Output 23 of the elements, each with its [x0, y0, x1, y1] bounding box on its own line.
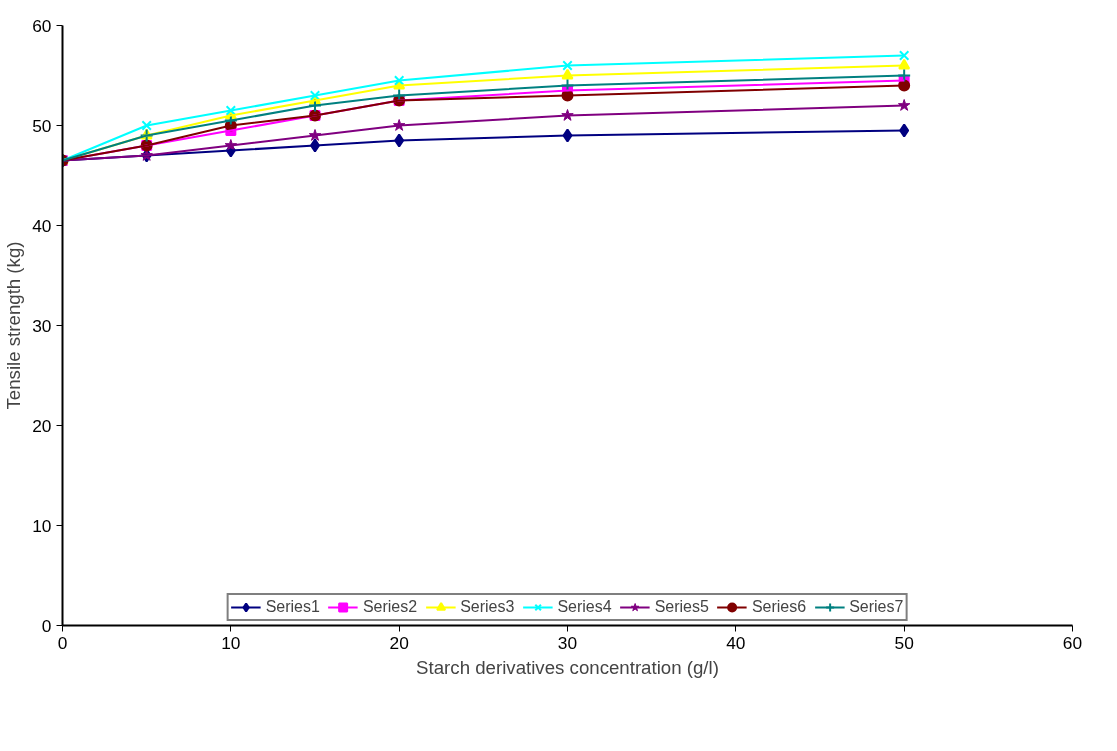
x-tick-label: 30 — [557, 632, 578, 653]
y-tick-label: 10 — [32, 515, 52, 536]
x-axis-title: Starch derivatives concentration (g/l) — [416, 656, 719, 678]
legend-label: Series4 — [557, 598, 612, 616]
x-tick-label: 10 — [221, 632, 241, 653]
x-tick-label: 60 — [1062, 632, 1083, 653]
y-tick-label: 40 — [32, 215, 52, 236]
legend-label: Series7 — [849, 598, 904, 616]
legend-label: Series3 — [460, 598, 515, 616]
y-tick-label: 50 — [32, 115, 52, 136]
y-tick-label: 60 — [32, 15, 52, 36]
x-tick-label: 40 — [726, 632, 746, 653]
y-axis-title: Tensile strength (kg) — [3, 241, 25, 410]
x-tick-label: 20 — [389, 632, 409, 653]
x-tick-label: 50 — [894, 632, 914, 653]
legend-label: Series6 — [751, 598, 807, 616]
y-tick-label: 20 — [32, 415, 52, 436]
y-tick-label: 0 — [41, 615, 52, 636]
legend-label: Series2 — [362, 598, 418, 616]
legend-label: Series1 — [265, 598, 320, 616]
y-tick-label: 30 — [32, 315, 52, 336]
legend-label: Series5 — [654, 598, 709, 616]
x-tick-label: 0 — [57, 632, 68, 653]
